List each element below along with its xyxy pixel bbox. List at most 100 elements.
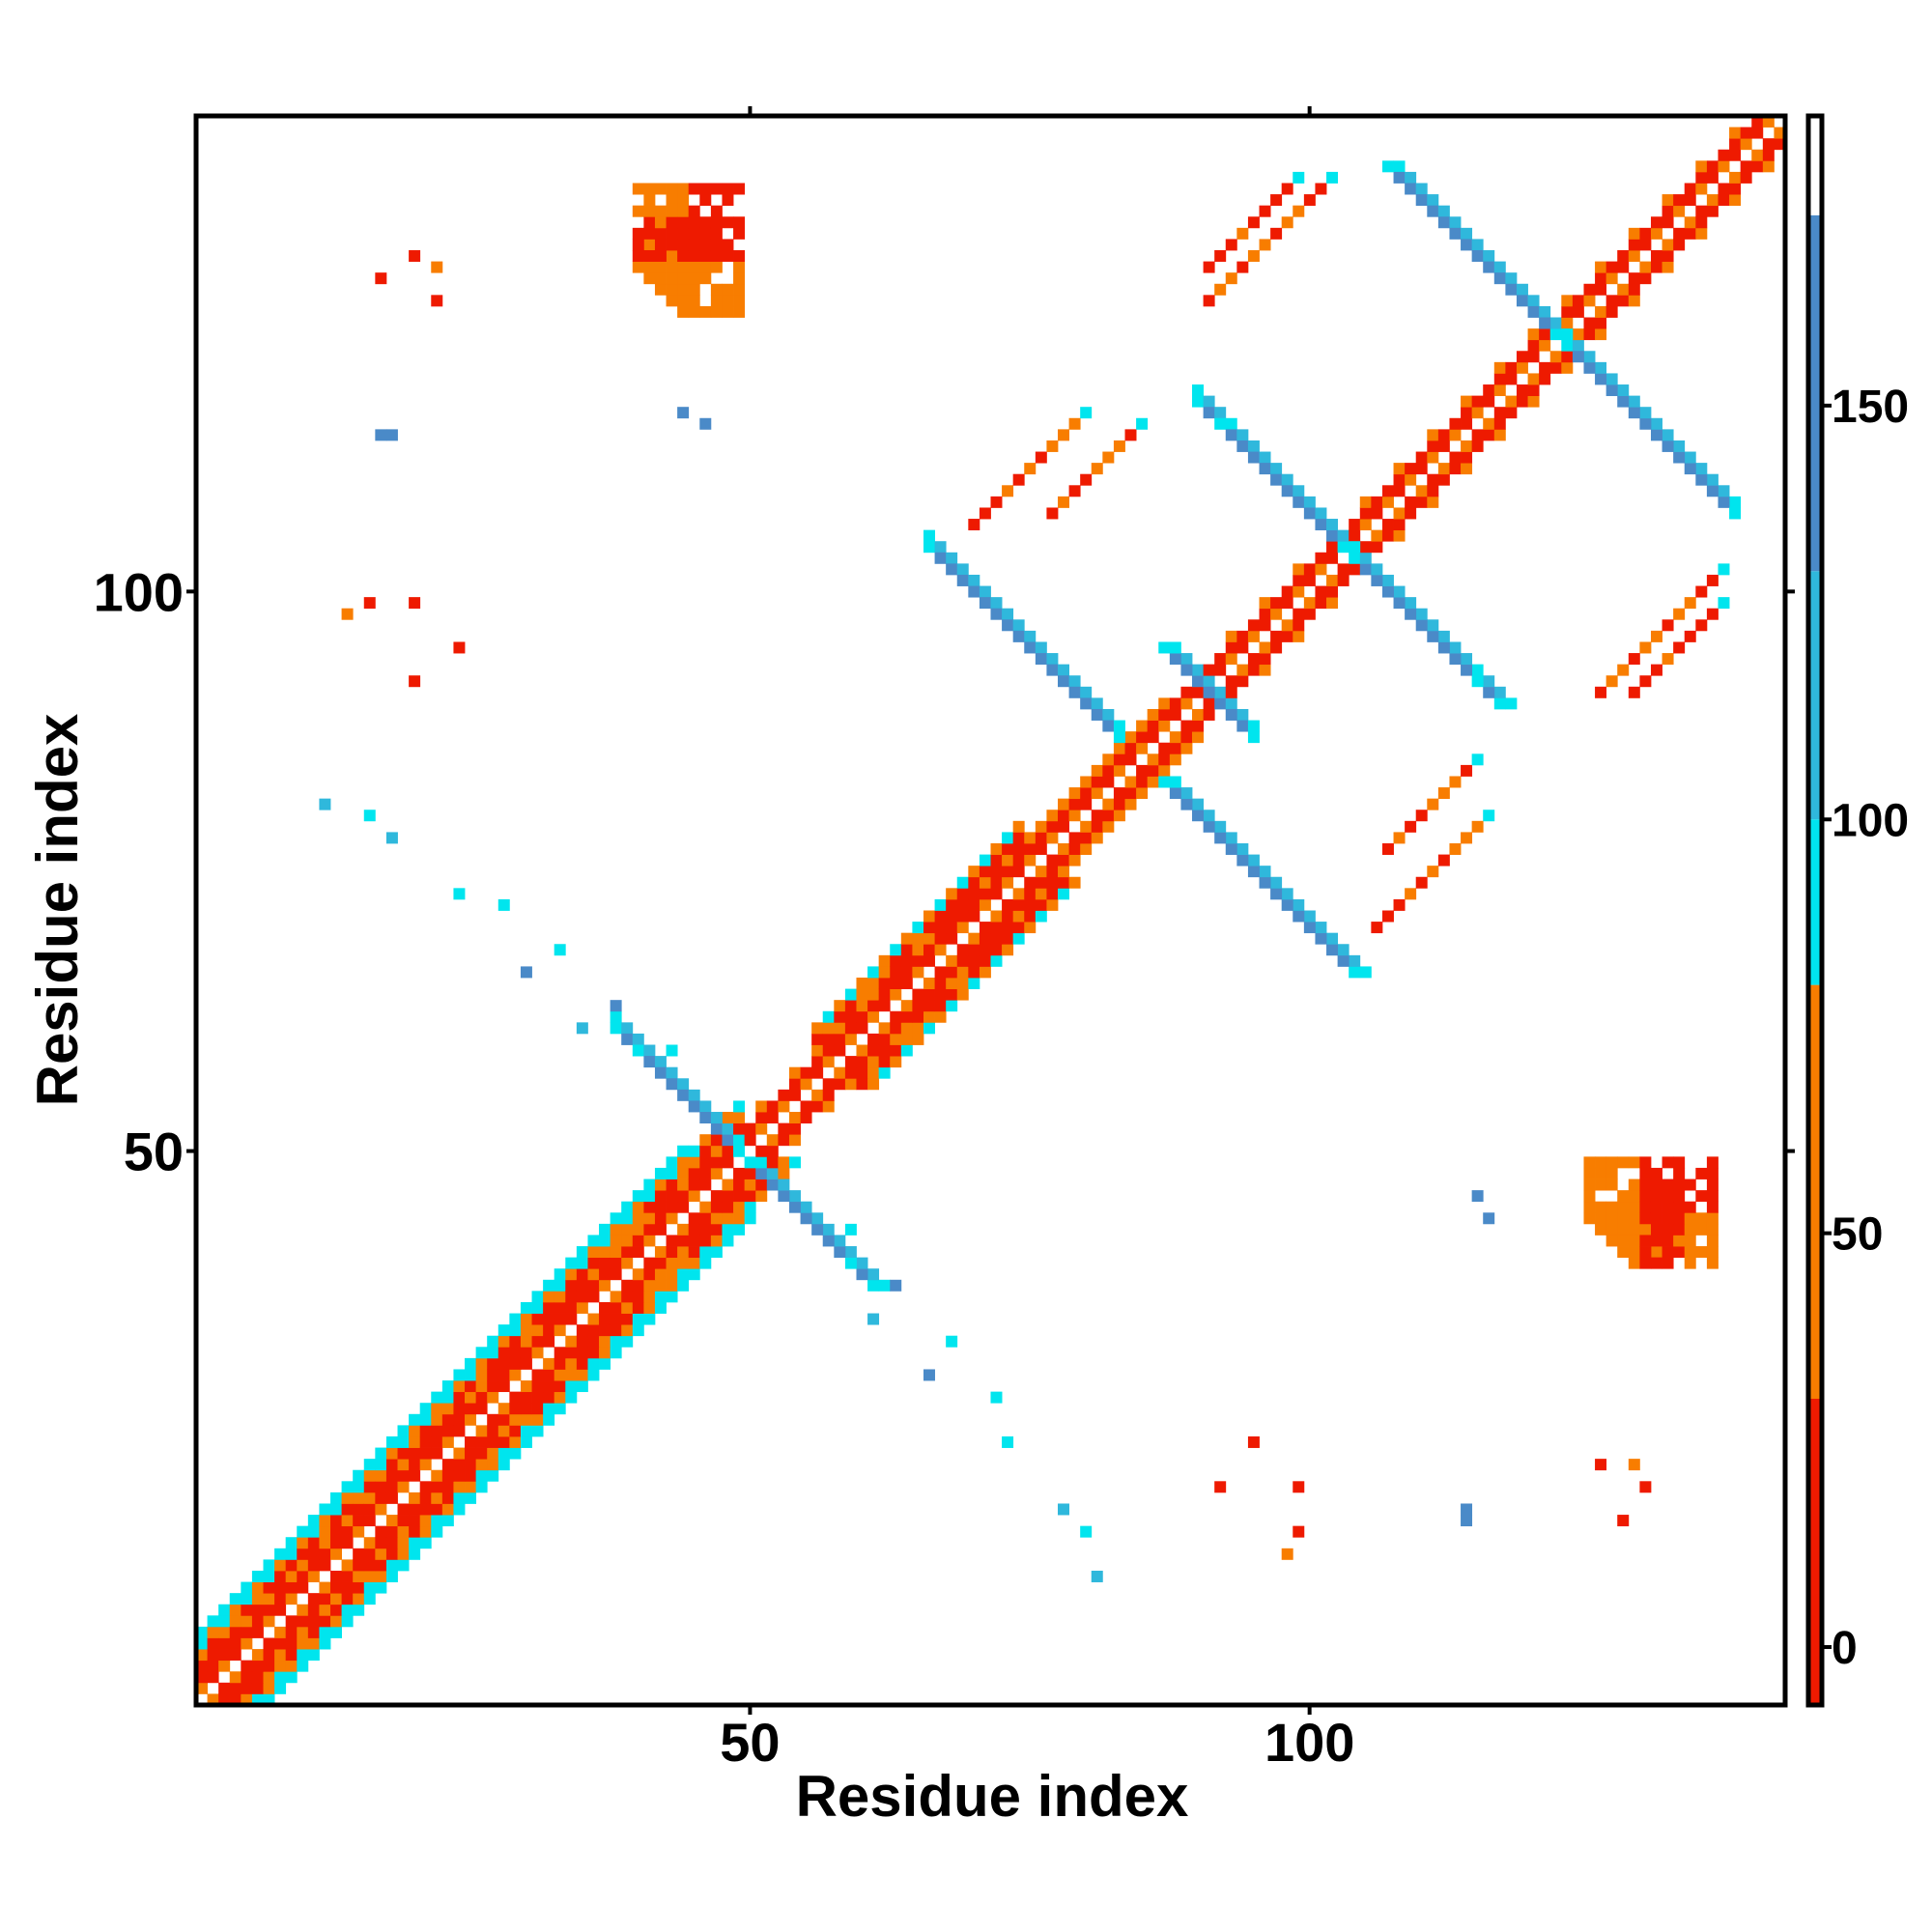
heatmap-cell <box>1706 1179 1719 1191</box>
heatmap-cell <box>554 1380 566 1393</box>
heatmap-cell <box>475 1425 488 1437</box>
heatmap-cell <box>453 1369 466 1381</box>
heatmap-cell <box>431 1525 443 1538</box>
heatmap-cell <box>733 295 746 307</box>
heatmap-cell <box>677 194 690 207</box>
heatmap-cell <box>654 239 667 251</box>
heatmap-cell <box>353 1581 365 1594</box>
heatmap-cell <box>409 1492 421 1504</box>
heatmap-cell <box>1068 686 1081 698</box>
heatmap-cell <box>946 966 958 979</box>
heatmap-cell <box>1762 149 1775 161</box>
heatmap-cell <box>251 1593 264 1605</box>
heatmap-cell <box>218 1604 231 1616</box>
heatmap-cell <box>543 1279 555 1292</box>
heatmap-cell <box>285 1581 298 1594</box>
heatmap-cell <box>1662 429 1674 441</box>
heatmap-cell <box>1639 1190 1652 1203</box>
heatmap-cell <box>1136 742 1149 754</box>
heatmap-cell <box>1247 216 1260 229</box>
heatmap-cell <box>1461 395 1473 408</box>
heatmap-cell <box>1561 339 1574 352</box>
heatmap-cell <box>363 1548 376 1560</box>
heatmap-cell <box>1461 451 1473 464</box>
heatmap-cell <box>375 1492 387 1504</box>
heatmap-cell <box>1225 686 1237 698</box>
heatmap-cell <box>1270 227 1283 240</box>
heatmap-cell <box>643 1313 656 1325</box>
heatmap-cell <box>1236 708 1249 721</box>
heatmap-cell <box>520 1301 532 1314</box>
heatmap-cell <box>1740 171 1752 184</box>
heatmap-cell <box>811 1089 824 1101</box>
heatmap-cell <box>733 1212 746 1225</box>
heatmap-cell <box>1203 261 1215 273</box>
heatmap-cell <box>319 1593 331 1605</box>
heatmap-cell <box>274 1626 287 1638</box>
heatmap-cell <box>934 966 947 979</box>
heatmap-cell <box>543 1403 555 1415</box>
heatmap-cell <box>1281 898 1293 911</box>
heatmap-cell <box>666 250 678 262</box>
heatmap-cell <box>1437 216 1450 229</box>
heatmap-cell <box>576 1301 588 1314</box>
heatmap-cell <box>643 205 656 217</box>
heatmap-cell <box>946 1000 958 1012</box>
heatmap-cell <box>1102 810 1115 822</box>
heatmap-cell <box>196 1637 208 1650</box>
heatmap-cell <box>1639 1257 1652 1269</box>
colorbar-frame <box>1805 113 1825 1708</box>
heatmap-cell <box>1002 932 1014 945</box>
heatmap-cell <box>543 1291 555 1303</box>
heatmap-cell <box>688 1179 700 1191</box>
heatmap-cell <box>353 1570 365 1582</box>
heatmap-cell <box>465 1380 477 1393</box>
heatmap-cell <box>867 1044 880 1057</box>
heatmap-cell <box>1058 798 1069 810</box>
heatmap-cell <box>1650 261 1662 273</box>
heatmap-cell <box>1617 384 1630 397</box>
heatmap-cell <box>285 1548 298 1560</box>
heatmap-cell <box>1035 641 1047 654</box>
heatmap-cell <box>699 250 712 262</box>
heatmap-cell <box>1158 753 1171 766</box>
heatmap-cell <box>1293 563 1305 576</box>
heatmap-cell <box>1449 451 1462 464</box>
heatmap-cell <box>587 1313 600 1325</box>
heatmap-cell <box>1461 227 1473 240</box>
heatmap-cell <box>766 1100 779 1113</box>
heatmap-cell <box>409 1503 421 1516</box>
heatmap-cell <box>878 978 891 989</box>
heatmap-cell <box>1192 686 1204 698</box>
heatmap-cell <box>441 1391 454 1404</box>
heatmap-cell <box>1315 932 1327 945</box>
heatmap-cell <box>1002 910 1014 923</box>
heatmap-cell <box>699 417 712 430</box>
heatmap-cell <box>1605 1201 1618 1213</box>
heatmap-cell <box>1662 261 1674 273</box>
heatmap-cell <box>375 1548 387 1560</box>
heatmap-cell <box>1359 519 1372 531</box>
heatmap-cell <box>1437 473 1450 486</box>
heatmap-cell <box>1259 608 1271 620</box>
heatmap-cell <box>699 1246 712 1259</box>
heatmap-cell <box>1505 361 1518 374</box>
heatmap-cell <box>307 1559 320 1572</box>
heatmap-cell <box>867 966 880 979</box>
heatmap-cell <box>599 1268 611 1281</box>
heatmap-cell <box>979 585 991 598</box>
heatmap-cell <box>330 1604 342 1616</box>
heatmap-cell <box>341 1492 354 1504</box>
heatmap-cell <box>856 1268 868 1281</box>
heatmap-cell <box>218 1693 231 1706</box>
heatmap-cell <box>1259 463 1271 475</box>
heatmap-cell <box>487 1347 499 1359</box>
heatmap-cell <box>475 1347 488 1359</box>
heatmap-cell <box>1662 216 1674 229</box>
heatmap-cell <box>1337 541 1350 554</box>
heatmap-cell <box>1203 664 1215 676</box>
heatmap-cell <box>722 1112 734 1123</box>
heatmap-cell <box>1303 507 1316 520</box>
heatmap-cell <box>1281 630 1293 642</box>
heatmap-cell <box>1706 1201 1719 1213</box>
